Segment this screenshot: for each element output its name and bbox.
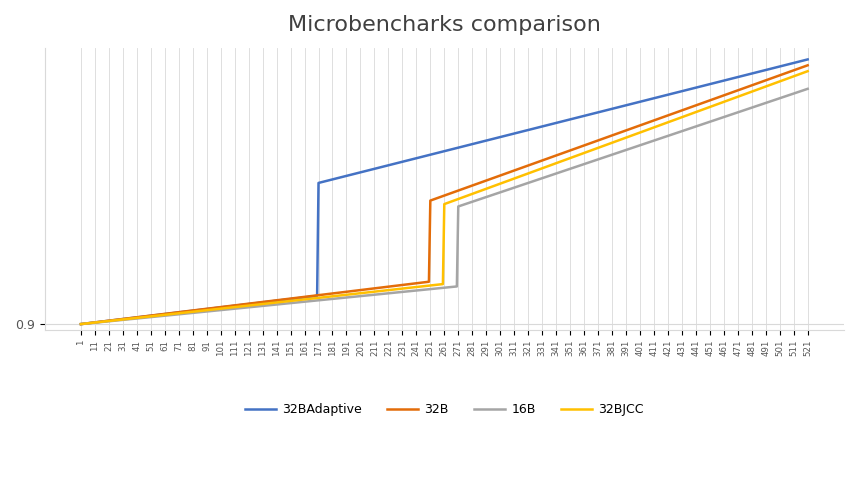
16B	[802, 86, 813, 92]
32BAdaptive	[663, 92, 673, 98]
Legend: 32BAdaptive, 32B, 16B, 32BJCC: 32BAdaptive, 32B, 16B, 32BJCC	[240, 399, 649, 421]
32BAdaptive	[76, 321, 86, 327]
Line: 32BAdaptive: 32BAdaptive	[81, 60, 807, 324]
16B	[330, 296, 340, 302]
16B	[663, 133, 673, 139]
16B	[76, 321, 86, 327]
32BAdaptive	[519, 128, 529, 134]
32B	[802, 62, 813, 68]
32BJCC	[77, 321, 88, 327]
32BAdaptive	[330, 176, 340, 182]
Line: 32B: 32B	[81, 65, 807, 324]
32BJCC	[519, 172, 529, 178]
32BJCC	[436, 281, 447, 287]
Title: Microbencharks comparison: Microbencharks comparison	[288, 15, 600, 35]
32B	[436, 194, 447, 200]
32B	[77, 321, 88, 327]
32B	[330, 290, 340, 296]
16B	[519, 182, 529, 187]
Line: 16B: 16B	[81, 89, 807, 324]
32BAdaptive	[436, 149, 447, 155]
32B	[519, 164, 529, 170]
16B	[77, 321, 88, 327]
32BJCC	[76, 321, 86, 327]
Line: 32BJCC: 32BJCC	[81, 71, 807, 324]
32BJCC	[663, 120, 673, 125]
32B	[76, 321, 86, 327]
32BJCC	[802, 68, 813, 74]
32BAdaptive	[77, 321, 88, 327]
32BJCC	[220, 305, 230, 311]
16B	[220, 307, 230, 312]
32BAdaptive	[220, 304, 230, 310]
32B	[220, 304, 230, 309]
32BAdaptive	[802, 57, 813, 62]
16B	[436, 285, 447, 291]
32B	[663, 113, 673, 119]
32BJCC	[330, 293, 340, 299]
